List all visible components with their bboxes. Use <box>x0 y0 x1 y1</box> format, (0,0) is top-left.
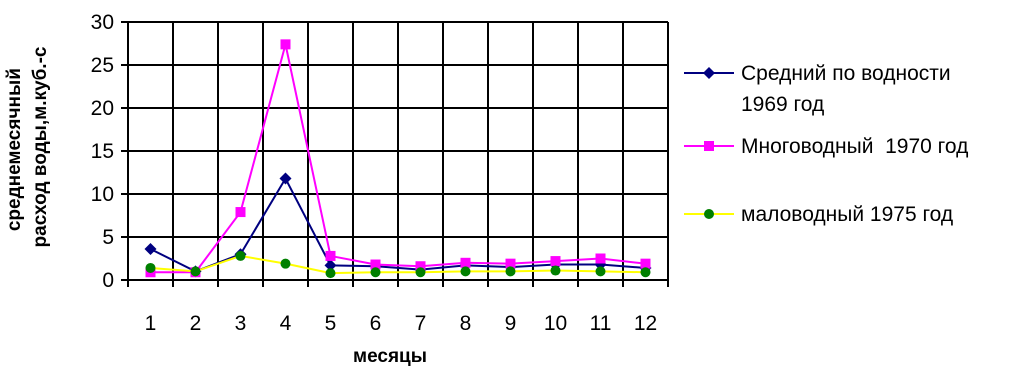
data-point <box>235 250 246 261</box>
x-tick-label: 6 <box>370 312 382 335</box>
legend-swatch-marker <box>703 67 715 79</box>
x-tick-label: 2 <box>190 312 202 335</box>
x-tick-label: 11 <box>590 312 612 335</box>
legend-label: Средний по водности <box>741 62 951 85</box>
legend: Средний по водности 1969 год Многоводный 1… <box>684 62 968 226</box>
data-point <box>460 257 471 268</box>
data-point <box>280 258 291 269</box>
series-line <box>150 254 646 275</box>
data-point <box>145 262 156 273</box>
data-point <box>640 267 651 278</box>
data-point <box>550 256 561 267</box>
data-point <box>325 268 336 279</box>
x-tick-label: 12 <box>634 312 657 335</box>
legend-item-3: маловодный 1975 год <box>684 203 953 226</box>
x-tick-label: 4 <box>280 312 292 335</box>
legend-label: 1969 год <box>741 93 824 116</box>
x-tick-label: 3 <box>235 312 247 335</box>
data-point <box>415 267 426 278</box>
x-tick-label: 9 <box>505 312 517 335</box>
data-point <box>550 265 561 276</box>
y-tick-label: 0 <box>102 269 114 292</box>
y-tick-label: 20 <box>91 97 114 120</box>
x-tick-labels: 1 2 3 4 5 6 7 8 9 10 11 12 <box>145 312 658 335</box>
data-point <box>279 172 292 185</box>
series-line <box>150 44 646 274</box>
y-tick-label: 25 <box>91 54 114 77</box>
data-point <box>235 207 246 218</box>
x-tick-label: 1 <box>145 312 157 335</box>
x-tick-label: 10 <box>544 312 567 335</box>
data-point <box>280 39 291 50</box>
legend-swatch-marker <box>704 141 714 151</box>
legend-label: Многоводный 1970 год <box>741 135 968 158</box>
x-tick-label: 5 <box>325 312 337 335</box>
axes <box>121 21 669 287</box>
y-tick-label: 15 <box>91 140 114 163</box>
data-point <box>370 267 381 278</box>
x-tick-label: 8 <box>460 312 472 335</box>
y-axis-title-line-2: расход воды,м.куб.-с <box>30 46 51 247</box>
legend-label: маловодный 1975 год <box>741 203 953 226</box>
data-point <box>460 266 471 277</box>
y-tick-label: 5 <box>102 226 114 249</box>
data-point <box>595 253 606 264</box>
y-axis-title-line-1: среднемесячный <box>4 68 25 231</box>
data-point <box>595 266 606 277</box>
y-tick-label: 30 <box>91 11 114 34</box>
data-point <box>505 266 516 277</box>
grid <box>127 21 669 281</box>
y-tick-label: 10 <box>91 183 114 206</box>
series-group <box>144 39 652 279</box>
legend-swatch-marker <box>704 209 714 219</box>
series-3 <box>145 250 651 279</box>
data-point <box>144 243 157 256</box>
data-point <box>370 259 381 270</box>
data-point <box>324 259 337 272</box>
data-point <box>190 266 201 277</box>
data-point <box>640 258 651 269</box>
x-axis-title: месяцы <box>353 346 427 367</box>
x-tick-label: 7 <box>415 312 427 335</box>
legend-item-2: Многоводный 1970 год <box>684 135 968 158</box>
series-line <box>150 176 646 273</box>
data-point <box>415 261 426 272</box>
legend-item-1: Средний по водности 1969 год <box>684 62 951 116</box>
y-tick-labels: 0 5 10 15 20 25 30 <box>91 11 114 292</box>
y-axis-title: среднемесячный расход воды,м.куб.-с <box>4 46 51 247</box>
data-point <box>325 250 336 261</box>
data-point <box>505 258 516 269</box>
